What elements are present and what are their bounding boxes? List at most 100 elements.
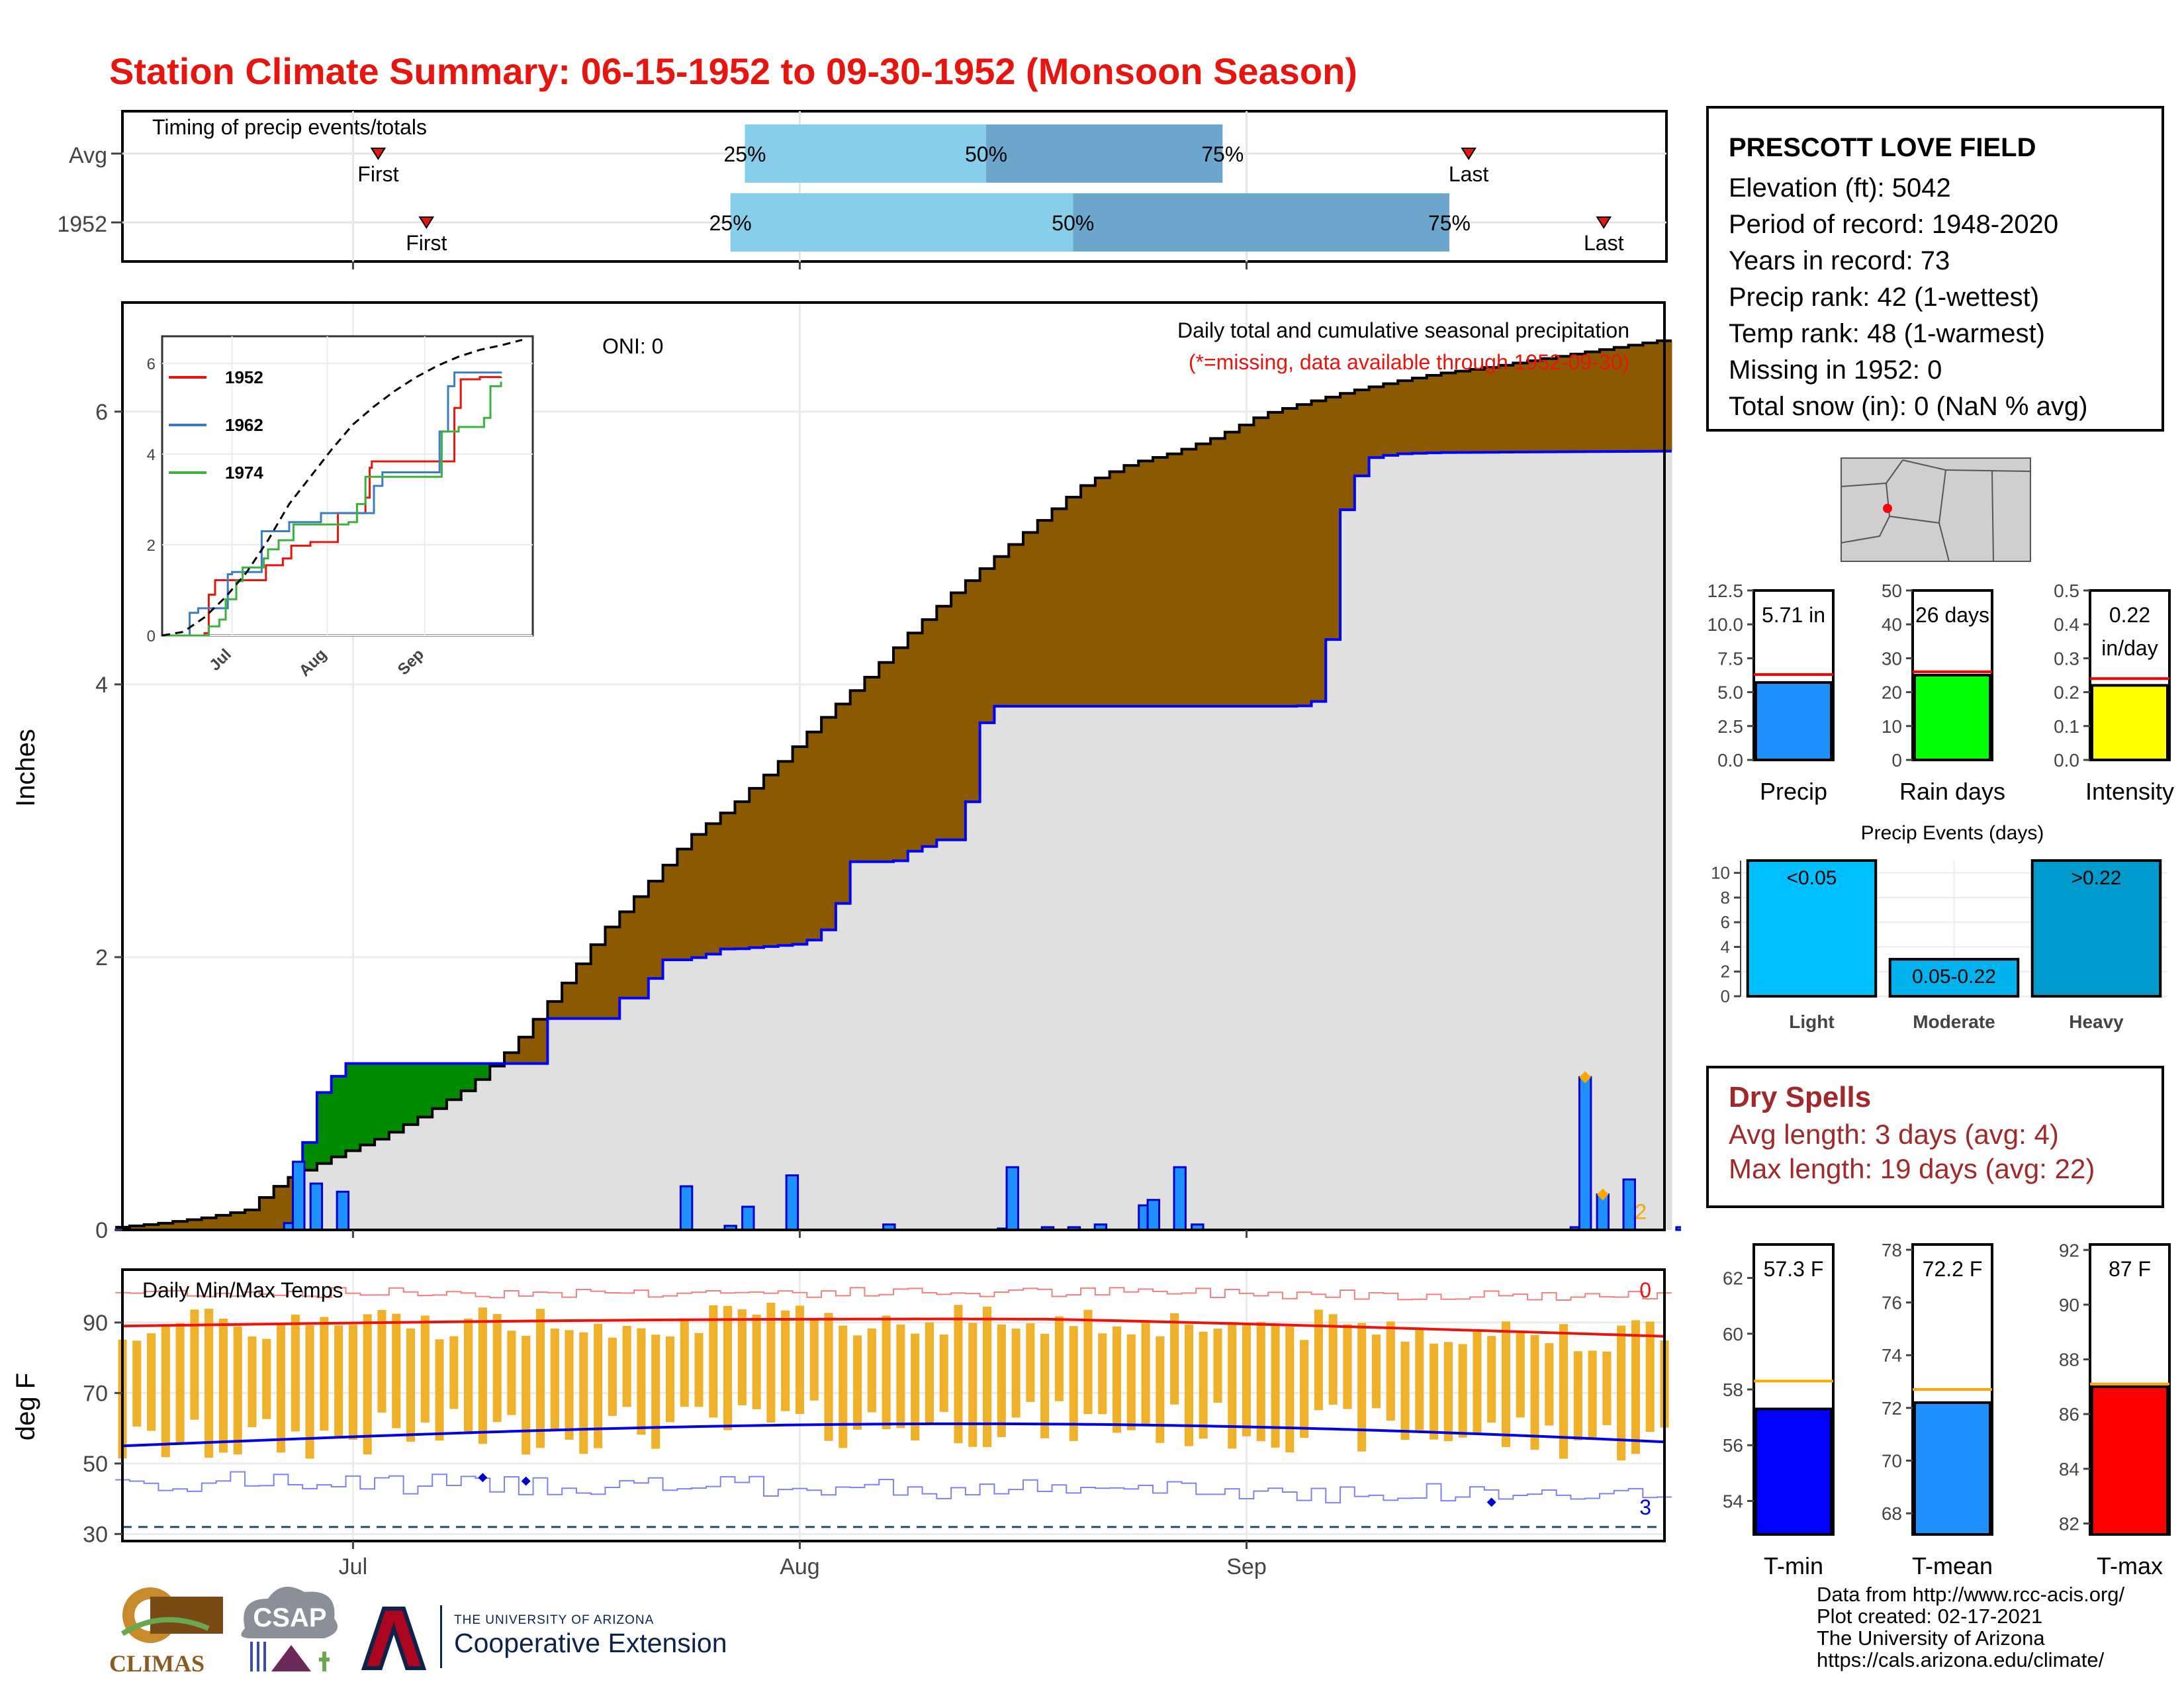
precip-deficit-area (634, 896, 649, 998)
precip-deficit-area (864, 677, 880, 862)
daily-temp-range-bar (1285, 1326, 1295, 1453)
precip-deficit-area (259, 1197, 275, 1230)
raindays-summary-x-label: Rain days (1899, 778, 2005, 805)
precip-deficit-area (201, 1217, 217, 1230)
events-x-label-1: Moderate (1913, 1011, 1995, 1032)
page-title: Station Climate Summary: 06-15-1952 to 0… (109, 50, 1357, 92)
daily-temp-range-bar (853, 1335, 862, 1430)
daily-temp-range-bar (464, 1318, 473, 1434)
precip-deficit-area (677, 849, 692, 961)
daily-temp-range-bar (1473, 1332, 1482, 1433)
precip-deficit-area (273, 1186, 289, 1230)
locator-map (1841, 457, 2031, 562)
temp-y-label-3: 90 (83, 1311, 108, 1336)
intensity-summary-y-label-0: 0.0 (2054, 750, 2079, 771)
daily-temp-range-bar (594, 1323, 603, 1448)
daily-temp-range-bar (1501, 1321, 1510, 1447)
daily-temp-range-bar (968, 1323, 978, 1447)
precip-deficit-area (936, 606, 952, 840)
temp-x-label-1: Aug (780, 1554, 820, 1579)
precip-deficit-area (720, 813, 736, 949)
temp-chart-title: Daily Min/Max Temps (142, 1278, 343, 1302)
daily-temp-range-bar (205, 1309, 214, 1458)
precip-summary-value-label-0: 5.71 in (1762, 603, 1825, 627)
dry-spells-max: Max length: 19 days (avg: 22) (1729, 1153, 2095, 1184)
raindays-summary-y-label-5: 50 (1882, 581, 1902, 601)
precip-deficit-area (792, 746, 807, 945)
timing-first-label: First (406, 231, 447, 255)
daily-temp-range-bar (882, 1315, 891, 1430)
precip-cumulative-fill (677, 960, 692, 1230)
t-min-summary-y-label-1: 56 (1723, 1435, 1743, 1456)
precip-deficit-area (1095, 477, 1111, 706)
precip-deficit-area (951, 592, 966, 840)
intensity-summary-bar (2091, 684, 2169, 761)
precip-deficit-area (1052, 508, 1067, 706)
precip-cumulative-fill (705, 954, 721, 1230)
daily-temp-range-bar (1371, 1335, 1381, 1409)
t-max-summary-x-label: T-max (2097, 1552, 2163, 1579)
precip-cumulative-fill (375, 1139, 390, 1230)
dry-spells-title: Dry Spells (1729, 1081, 1872, 1113)
precip-record-marker-1 (1596, 1188, 1609, 1201)
precip-summary-y-label-0: 0.0 (1717, 750, 1743, 771)
precip-deficit-area (144, 1224, 159, 1230)
precip-cumulative-fill (648, 978, 664, 1230)
precip-cumulative-fill (533, 1063, 548, 1230)
precip-cumulative-fill (1556, 451, 1572, 1230)
daily-temp-range-bar (535, 1309, 545, 1448)
precip-deficit-area (821, 717, 837, 930)
precip-y-label-3: 6 (95, 400, 108, 425)
observed-cumulative-line (115, 449, 1672, 1231)
timing-last-label: Last (1584, 231, 1624, 255)
daily-temp-range-bar (1602, 1351, 1612, 1425)
precip-surplus-area (432, 1063, 447, 1109)
inset-y-label-1: 2 (147, 537, 156, 555)
precip-cumulative-fill (1354, 475, 1370, 1230)
precip-deficit-area (1210, 438, 1226, 706)
daily-temp-range-bar (1443, 1342, 1453, 1442)
precip-cumulative-fill (965, 802, 981, 1230)
avg-cumulative-line (115, 339, 1672, 1229)
precip-cumulative-fill (1426, 453, 1442, 1230)
timing-row-label: Avg (69, 143, 107, 168)
precip-deficit-area (1268, 412, 1283, 706)
ua-line1: THE UNIVERSITY OF ARIZONA (454, 1613, 655, 1627)
daily-temp-range-bar (277, 1325, 286, 1453)
events-bar-heavy (2030, 859, 2162, 998)
precip-deficit-area (749, 788, 764, 948)
precip-cumulative-fill (850, 861, 866, 1230)
precip-cumulative-fill (879, 861, 894, 1230)
daily-temp-range-bar (1487, 1336, 1496, 1423)
precip-deficit-area (158, 1223, 173, 1230)
daily-temp-range-bar (1545, 1343, 1554, 1426)
precip-cumulative-fill (662, 960, 678, 1230)
dry-spells-box: Dry Spells Avg length: 3 days (avg: 4) M… (1706, 1066, 2164, 1208)
daily-precip-bar-16 (1173, 1166, 1187, 1231)
summary-bars: 0.0 2.5 5.0 7.5 10.0 12.5 5.71 in Precip 0 10 20 30… (1707, 581, 2175, 805)
precip-deficit-area (1297, 404, 1312, 706)
inset-legend-label-1952: 1952 (225, 367, 263, 387)
daily-temp-range-bar (1516, 1333, 1525, 1418)
precip-cumulative-fill (936, 839, 952, 1230)
record-low-marker-0 (478, 1473, 488, 1483)
timing-bar-q50-q75 (986, 124, 1223, 183)
credit-url: https://cals.arizona.edu/climate/ (1817, 1648, 2105, 1671)
temp-y-label-0: 30 (83, 1522, 108, 1547)
inset-y-label-2: 4 (147, 446, 156, 464)
precip-chart: 2 0 2 4 6 Inches Daily total and cumulative se… (11, 301, 1681, 1243)
avg-high-line (122, 1317, 1665, 1338)
precip-cumulative-fill (1628, 451, 1643, 1231)
daily-temp-range-bar (983, 1306, 992, 1447)
precip-deficit-area (907, 633, 923, 851)
station-name: PRESCOTT LOVE FIELD (1729, 133, 2036, 162)
precip-deficit-area (979, 568, 995, 723)
daily-temp-range-bar (565, 1330, 574, 1440)
precip-deficit-area (1455, 371, 1471, 453)
precip-summary-x-label: Precip (1760, 778, 1827, 805)
daily-temp-range-bar (1458, 1344, 1467, 1438)
missing-count: 2 (1635, 1199, 1647, 1223)
precip-summary-y-label-4: 10.0 (1707, 614, 1744, 635)
daily-temp-range-bar (507, 1331, 516, 1415)
precip-deficit-area (1441, 373, 1456, 453)
